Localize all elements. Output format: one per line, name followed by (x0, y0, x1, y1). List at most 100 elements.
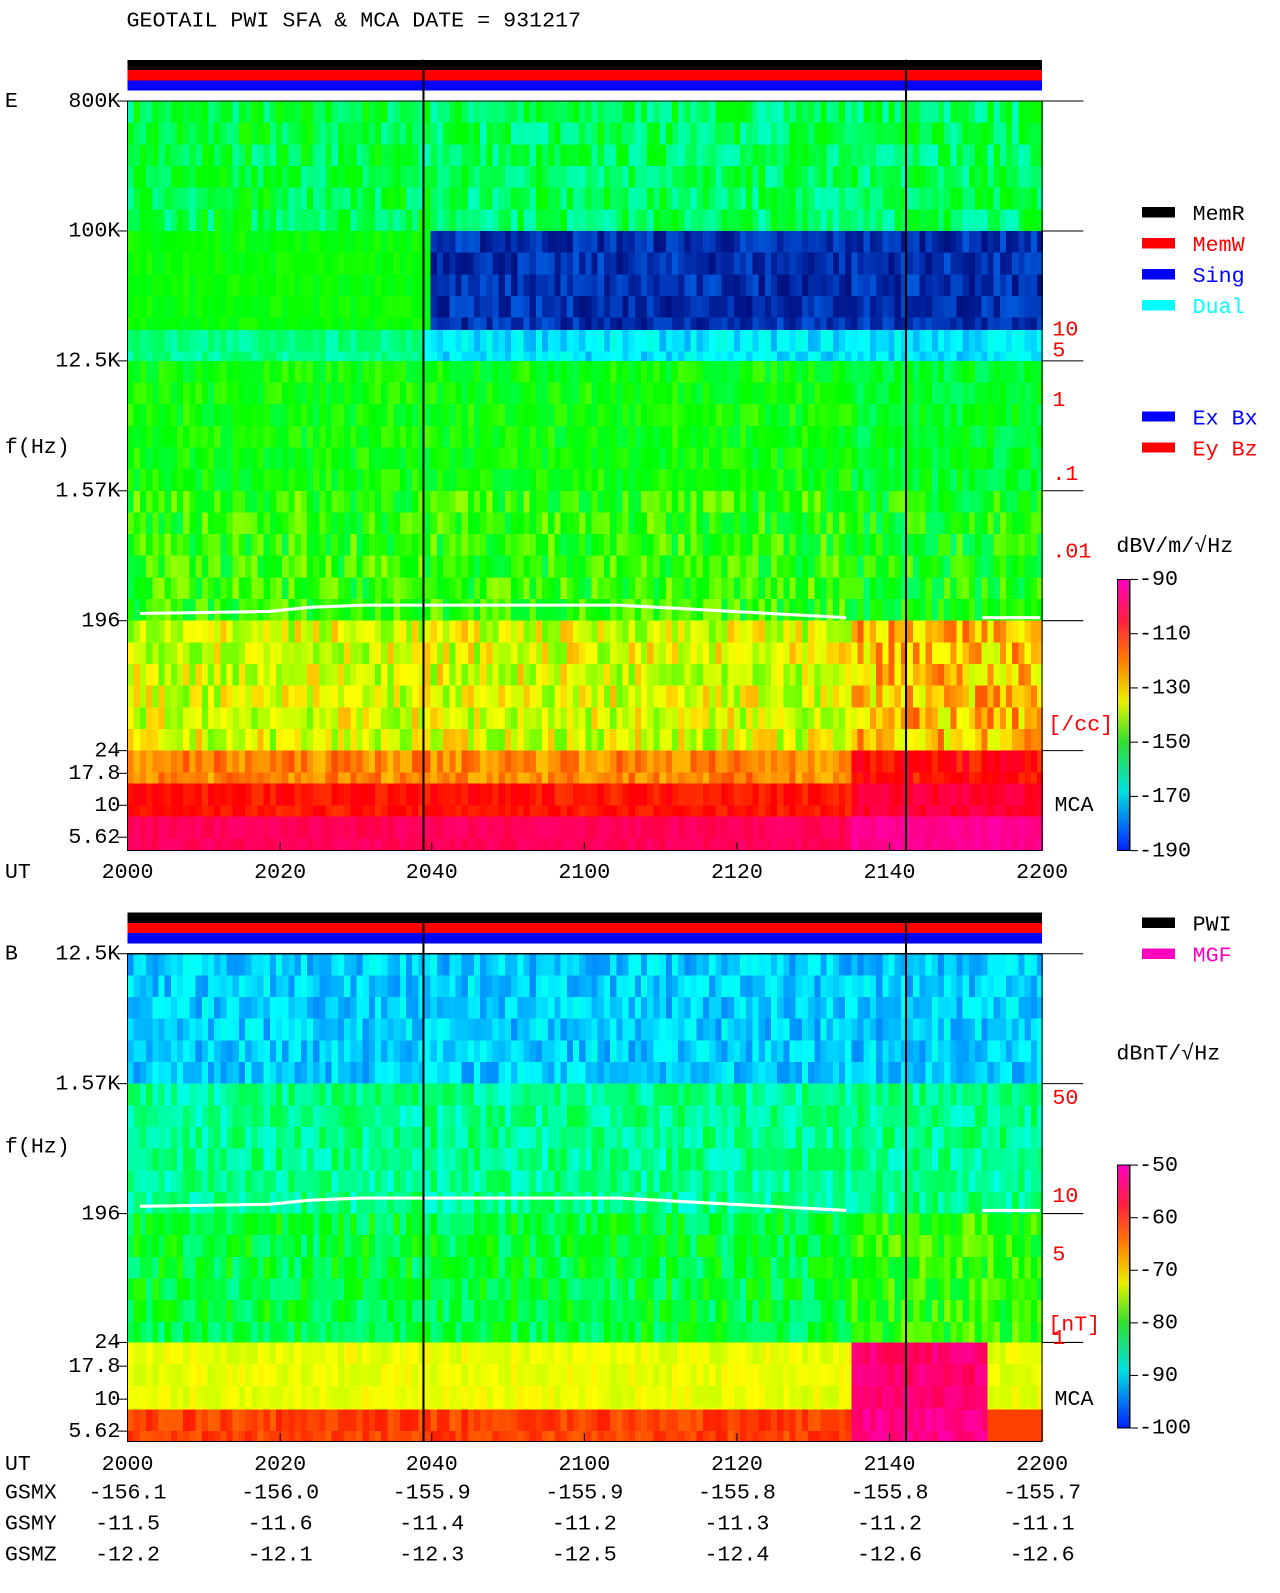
spectrogram-cell (412, 620, 419, 643)
spectrogram-cell (944, 317, 951, 330)
spectrogram-cell (535, 351, 543, 361)
spectrogram-cell (245, 642, 252, 665)
spectrogram-cell (863, 209, 870, 231)
spectrogram-cell (888, 555, 895, 578)
spectrogram-cell (424, 555, 431, 578)
spectrogram-cell (170, 122, 178, 145)
spectrogram-cell (981, 490, 988, 513)
spectrogram-cell (801, 707, 809, 729)
spectrogram-cell (183, 144, 190, 167)
spectrogram-cell (387, 360, 394, 383)
spectrogram-cell (987, 166, 994, 188)
spectrogram-cell (344, 772, 351, 784)
spectrogram-cell (554, 187, 561, 210)
spectrogram-cell (350, 295, 357, 318)
spectrogram-cell (863, 490, 870, 513)
spectrogram-cell (845, 252, 852, 275)
spectrogram-cell (399, 707, 406, 729)
spectrogram-cell (480, 469, 487, 491)
spectrogram-cell (721, 274, 728, 296)
spectrogram-cell (548, 469, 555, 491)
spectrogram-cell (999, 144, 1007, 167)
spectrogram-cell (170, 512, 178, 535)
spectrogram-cell (801, 317, 809, 330)
spectrogram-cell (999, 382, 1007, 405)
spectrogram-cell (443, 360, 450, 383)
spectrogram-cell (740, 404, 747, 426)
spectrogram-cell (671, 664, 679, 686)
spectrogram-cell (610, 512, 617, 535)
spectrogram-cell (987, 329, 994, 352)
spectrogram-cell (164, 728, 171, 751)
spectrogram-cell (473, 685, 481, 708)
spectrogram-cell (276, 360, 283, 383)
spectrogram-cell (226, 166, 233, 188)
spectrogram-fill (127, 101, 1044, 1442)
spectrogram-cell (288, 728, 295, 751)
spectrogram-cell (845, 360, 852, 383)
spectrogram-cell (838, 295, 846, 318)
spectrogram-cell (919, 707, 926, 729)
spectrogram-cell (975, 490, 982, 513)
spectrogram-cell (127, 642, 134, 665)
spectrogram-cell (721, 707, 728, 729)
spectrogram-cell (170, 404, 178, 426)
spectrogram-cell (721, 404, 728, 426)
spectrogram-cell (709, 534, 716, 556)
spectrogram-cell (195, 329, 202, 352)
spectrogram-cell (962, 577, 969, 600)
spectrogram-cell (164, 783, 171, 806)
spectrogram-cell (201, 295, 208, 318)
spectrogram-cell (1036, 577, 1044, 600)
spectrogram-cell (678, 447, 685, 470)
spectrogram-cell (678, 252, 685, 275)
spectrogram-cell (913, 187, 920, 210)
spectrogram-cell (746, 772, 753, 784)
spectrogram-cell (1012, 329, 1019, 352)
spectrogram-cell (931, 295, 938, 318)
spectrogram-cell (399, 274, 406, 296)
spectrogram-cell (201, 360, 208, 383)
spectrogram-cell (937, 101, 945, 123)
spectrogram-cell (845, 707, 852, 729)
spectrogram-cell (690, 329, 697, 352)
spectrogram-cell (585, 252, 592, 275)
spectrogram-cell (325, 620, 332, 643)
spectrogram-cell (975, 101, 982, 123)
spectrogram-cell (560, 728, 567, 751)
spectrogram-cell (968, 534, 976, 556)
spectrogram-cell (1012, 252, 1019, 275)
spectrogram-cell (201, 772, 208, 784)
spectrogram-cell (164, 512, 171, 535)
spectrogram-cell (152, 555, 159, 578)
spectrogram-cell (622, 101, 629, 123)
spectrogram-cell (919, 404, 926, 426)
spectrogram-cell (393, 469, 400, 491)
spectrogram-cell (399, 469, 406, 491)
spectrogram-cell (678, 685, 685, 708)
spectrogram-cell (350, 490, 357, 513)
spectrogram-cell (826, 295, 833, 318)
spectrogram-cell (461, 783, 468, 806)
spectrogram-cell (659, 425, 666, 448)
spectrogram-cell (424, 469, 431, 491)
spectrogram-cell (269, 685, 277, 708)
spectrogram-cell (189, 209, 196, 231)
spectrogram-cell (709, 577, 716, 600)
spectrogram-cell (671, 577, 679, 600)
spectrogram-cell (622, 230, 629, 253)
spectrogram-cell (653, 144, 660, 167)
spectrogram-cell (251, 490, 258, 513)
spectrogram-cell (715, 351, 722, 361)
spectrogram-cell (480, 447, 487, 470)
spectrogram-cell (709, 382, 716, 405)
spectrogram-cell (888, 620, 895, 643)
spectrogram-cell (585, 166, 592, 188)
spectrogram-cell (195, 577, 202, 600)
spectrogram-cell (702, 329, 710, 352)
spectrogram-cell (152, 664, 159, 686)
spectrogram-cell (585, 642, 592, 665)
spectrogram-cell (232, 209, 239, 231)
spectrogram-cell (375, 447, 382, 470)
spectrogram-cell (424, 512, 431, 535)
